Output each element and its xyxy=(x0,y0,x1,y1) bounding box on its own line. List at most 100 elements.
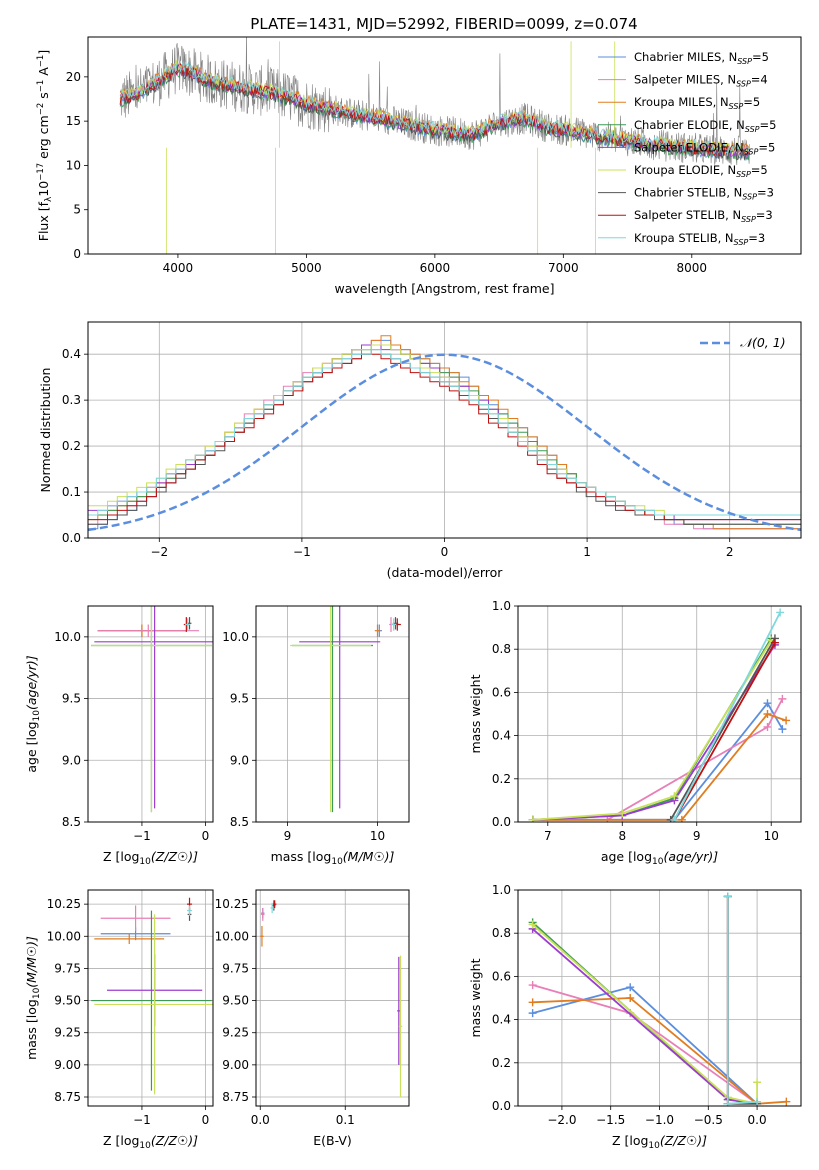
x-tick-label: −1.0 xyxy=(645,1113,674,1127)
y-tick-label: 0.1 xyxy=(62,485,81,499)
y-tick-label: 8.75 xyxy=(222,1090,249,1104)
x-tick-label: 0.0 xyxy=(251,1113,270,1127)
y-tick-label: 9.75 xyxy=(54,961,81,975)
y-tick-label: 0.0 xyxy=(62,531,81,545)
weight-marker-chabrier_miles xyxy=(528,1009,537,1018)
x-tick-label: 10 xyxy=(370,829,385,843)
y-tick-label: 0.8 xyxy=(492,642,511,656)
legend-label: Salpeter MILES, NSSP=4 xyxy=(634,73,768,89)
y-tick-label: 15 xyxy=(66,114,81,128)
plot-area xyxy=(91,897,213,1095)
weight-marker-kroupa_miles xyxy=(782,1097,791,1106)
weight-marker-kroupa_stelib xyxy=(753,1097,762,1106)
weight-marker-kroupa_miles xyxy=(626,994,635,1002)
x-tick-label: 10 xyxy=(764,829,779,843)
y-tick-label: 20 xyxy=(66,70,81,84)
figure-title: PLATE=1431, MJD=52992, FIBERID=0099, z=0… xyxy=(250,15,637,33)
weight-marker-kroupa_miles xyxy=(528,998,537,1007)
x-axis-label: wavelength [Angstrom, rest frame] xyxy=(334,281,554,296)
y-tick-label: 10.25 xyxy=(215,897,249,911)
x-tick-label: 9 xyxy=(284,829,292,843)
weight-marker-kroupa_stelib xyxy=(670,815,679,822)
y-tick-label: 9.0 xyxy=(230,753,249,767)
x-tick-label: 4000 xyxy=(163,261,194,275)
y-axis-label: mass weight xyxy=(468,958,483,1037)
x-tick-label: 0.0 xyxy=(748,1113,767,1127)
panel-age_vs_mass: 9 10 8.5 9.0 9.5 10.0 mass [log10(M/M☉)] xyxy=(222,605,410,867)
x-tick-label: −1 xyxy=(133,829,151,843)
y-tick-label: 9.50 xyxy=(222,994,249,1008)
weight-marker-kroupa_stelib xyxy=(723,1099,732,1106)
weight-marker-kroupa_elodie xyxy=(753,1078,762,1087)
y-tick-label: 5 xyxy=(73,203,81,217)
legend: Chabrier MILES, NSSP=5 Salpeter MILES, NS… xyxy=(598,50,776,247)
plot-area xyxy=(528,892,791,1106)
y-tick-label: 0.8 xyxy=(492,926,511,940)
panel-residual_histogram: −2 −1 0 1 2 0.0 0.1 0.2 0.3 0.4 𝒩(0, 1) (data-model… xyxy=(38,321,802,580)
weight-marker-salpeter_miles xyxy=(528,981,537,990)
y-axis-label: mass [log10(M/M☉)] xyxy=(24,936,42,1060)
weight-line-kroupa_miles xyxy=(532,712,787,821)
y-tick-label: 9.00 xyxy=(222,1058,249,1072)
x-axis-label: Z [log10(Z/Z☉)] xyxy=(612,1133,707,1151)
y-axis-label: Flux [fλ10−17 erg cm−2 s−1 A−1] xyxy=(36,50,54,241)
y-tick-label: 9.25 xyxy=(54,1026,81,1040)
weight-line-salpeter_stelib xyxy=(673,642,776,821)
weight-line-kroupa_miles xyxy=(532,997,787,1105)
y-tick-label: 0.4 xyxy=(492,729,511,743)
axes-frame xyxy=(87,605,214,823)
x-axis-label: Z [log10(Z/Z☉)] xyxy=(103,1133,198,1151)
y-tick-label: 0 xyxy=(73,247,81,261)
y-tick-label: 8.75 xyxy=(54,1090,81,1104)
y-tick-label: 0.2 xyxy=(62,439,81,453)
weight-marker-kroupa_elodie xyxy=(528,815,537,822)
y-tick-label: 8.5 xyxy=(62,815,81,829)
weight-marker-kroupa_elodie xyxy=(670,792,679,801)
x-tick-label: −2 xyxy=(150,545,168,559)
y-tick-label: 0.3 xyxy=(62,393,81,407)
panel-mass_vs_EBV: 0.0 0.1 8.75 9.00 9.25 9.50 9.75 10.00 10.25 E(B-… xyxy=(215,889,410,1148)
y-tick-label: 10 xyxy=(66,158,81,172)
weight-marker-kroupa_elodie xyxy=(528,920,537,929)
legend-label: Salpeter STELIB, NSSP=3 xyxy=(634,208,773,224)
y-tick-label: 0.0 xyxy=(492,1099,511,1113)
y-tick-label: 10.25 xyxy=(47,897,81,911)
weight-marker-kroupa_miles xyxy=(763,710,772,718)
plot-area xyxy=(528,608,791,822)
y-tick-label: 10.0 xyxy=(54,630,81,644)
y-tick-label: 9.75 xyxy=(222,961,249,975)
x-tick-label: 0 xyxy=(202,1113,210,1127)
x-tick-label: −0.5 xyxy=(694,1113,723,1127)
legend-label: Kroupa MILES, NSSP=5 xyxy=(634,95,760,111)
panel-weight_vs_Z: −2.0 −1.5 −1.0 −0.5 0.0 0.0 0.2 0.4 0.6 0.8 1.0 Z [… xyxy=(468,883,802,1151)
legend-label: 𝒩(0, 1) xyxy=(740,335,786,350)
legend: 𝒩(0, 1) xyxy=(700,335,786,350)
weight-line-kroupa_stelib xyxy=(673,612,781,821)
x-axis-label: (data-model)/error xyxy=(387,565,504,580)
weight-marker-chabrier_miles xyxy=(763,699,772,708)
axes-frame xyxy=(517,889,802,1107)
plot-area xyxy=(290,606,401,813)
weight-line-kroupa_elodie xyxy=(532,640,772,821)
x-tick-label: 2 xyxy=(726,545,734,559)
y-tick-label: 9.50 xyxy=(54,994,81,1008)
axes-frame xyxy=(87,321,802,539)
y-tick-label: 10.00 xyxy=(215,929,249,943)
weight-marker-kroupa_stelib xyxy=(723,892,732,901)
x-axis-label: age [log10(age/yr)] xyxy=(601,849,718,867)
x-axis-label: mass [log10(M/M☉)] xyxy=(271,849,395,867)
x-tick-label: 0 xyxy=(441,545,449,559)
x-tick-label: 9 xyxy=(693,829,701,843)
axes-frame xyxy=(517,605,802,823)
legend-label: Chabrier ELODIE, NSSP=5 xyxy=(634,118,776,134)
panel-mass_vs_Z: −1 0 8.75 9.00 9.25 9.50 9.75 10.00 10.25 Z [log1… xyxy=(24,889,214,1151)
x-tick-label: 8 xyxy=(618,829,626,843)
y-tick-label: 0.2 xyxy=(492,1056,511,1070)
x-tick-label: −2.0 xyxy=(547,1113,576,1127)
weight-marker-kroupa_miles xyxy=(782,716,791,725)
y-tick-label: 9.00 xyxy=(54,1058,81,1072)
x-tick-label: 6000 xyxy=(420,261,451,275)
x-axis-label: Z [log10(Z/Z☉)] xyxy=(103,849,198,867)
y-tick-label: 0.0 xyxy=(492,815,511,829)
